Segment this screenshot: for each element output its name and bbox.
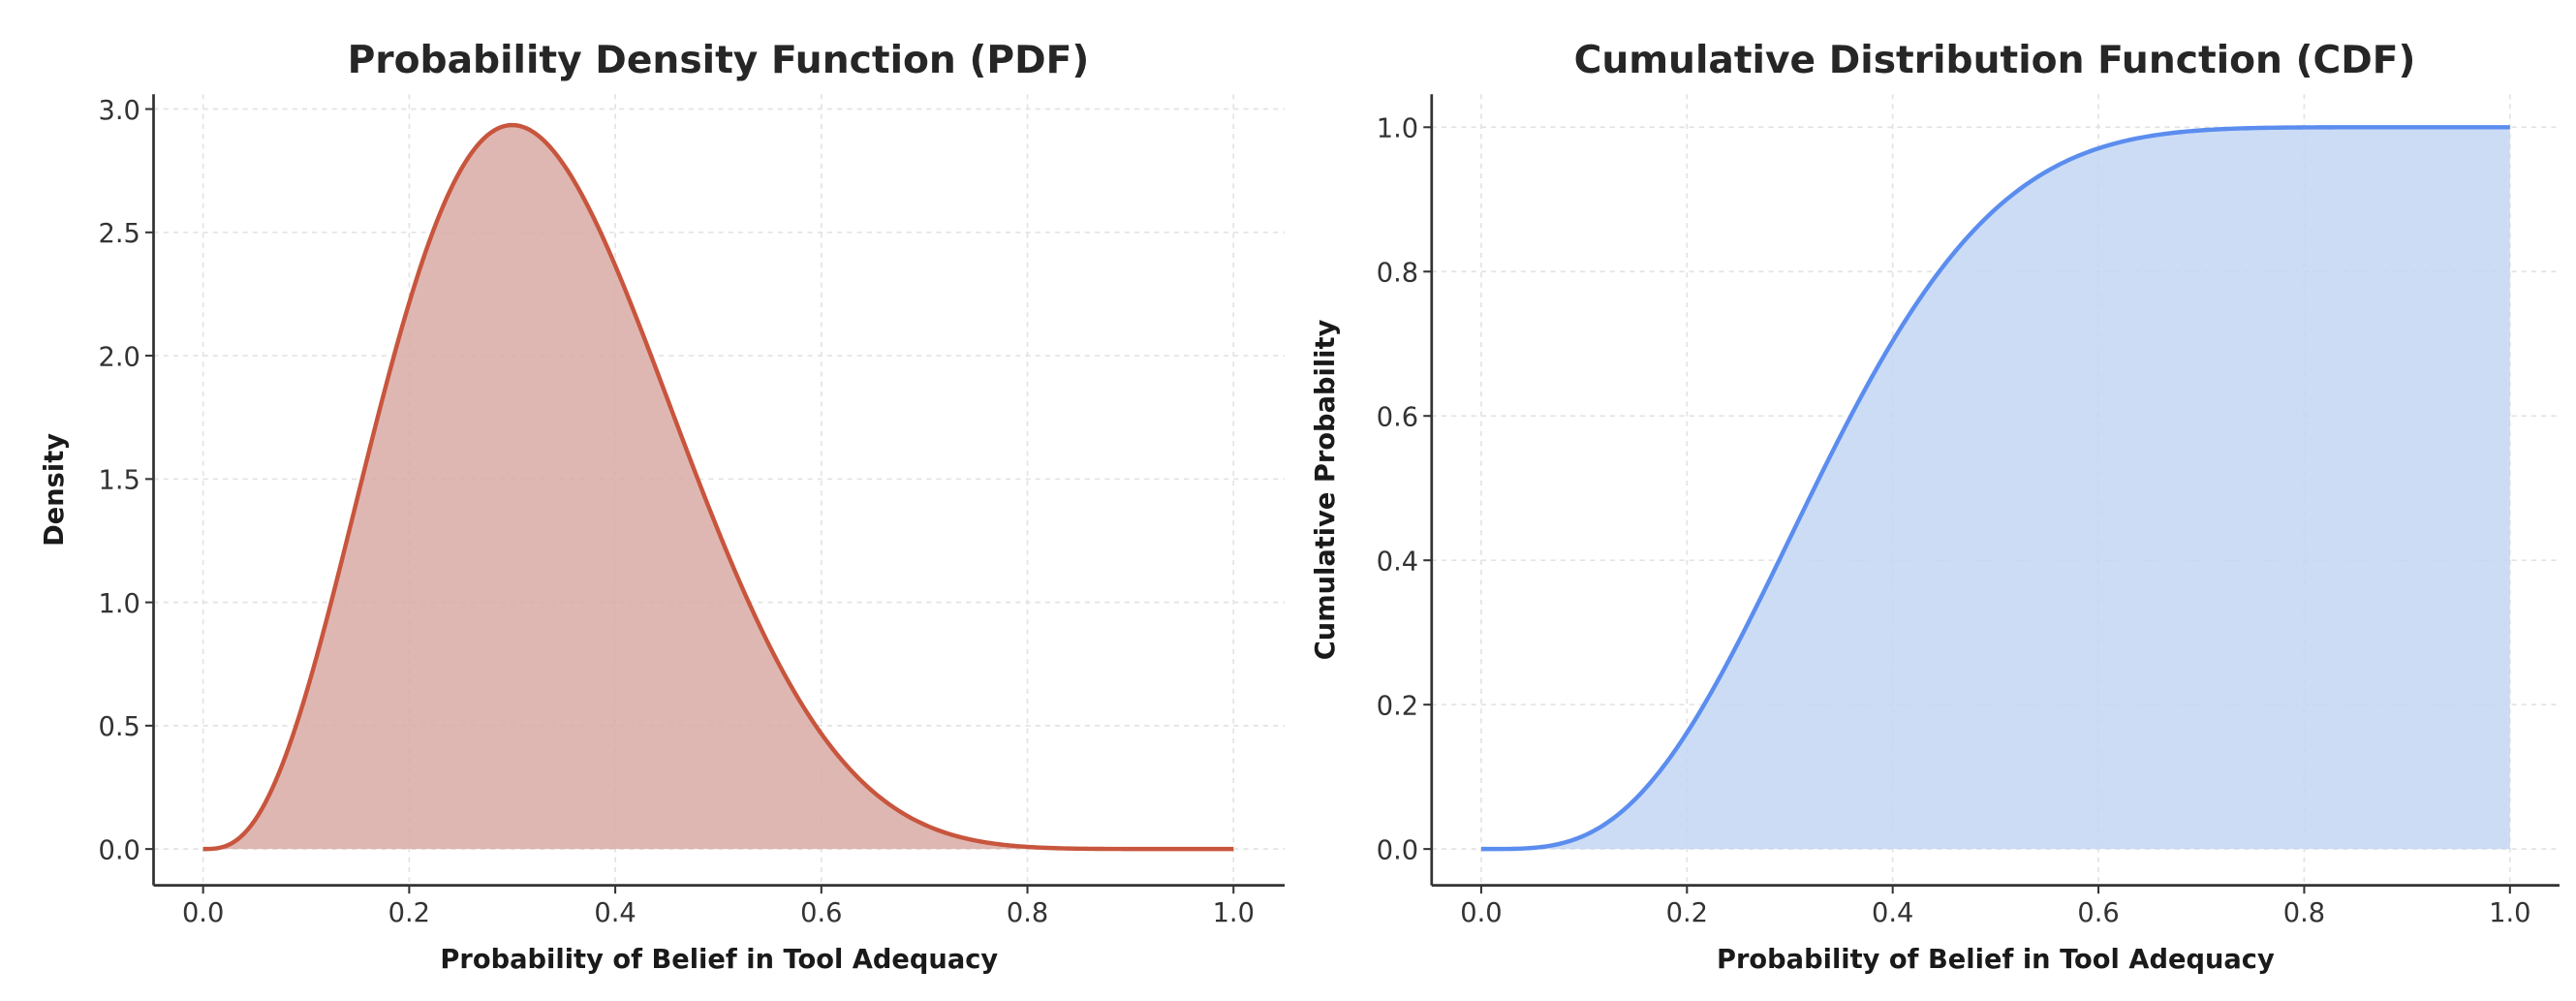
chart-title: Cumulative Distribution Function (CDF) xyxy=(1574,39,2416,82)
y-tick-label: 0.2 xyxy=(1377,691,1418,721)
x-tick-label: 0.8 xyxy=(1007,898,1048,928)
y-tick-label: 2.5 xyxy=(99,219,140,249)
cdf-area-fill xyxy=(1480,127,2510,850)
x-tick-label: 0.8 xyxy=(2283,898,2325,928)
x-tick-label: 0.0 xyxy=(182,898,224,928)
y-tick-label: 0.0 xyxy=(99,835,140,865)
y-tick-label: 0.5 xyxy=(99,712,140,742)
x-axis-label: Probability of Belief in Tool Adequacy xyxy=(440,945,998,975)
y-tick-label: 0.8 xyxy=(1377,258,1418,288)
y-tick-label: 0.6 xyxy=(1377,402,1418,432)
y-tick-label: 0.0 xyxy=(1377,835,1418,865)
chart-title: Probability Density Function (PDF) xyxy=(348,39,1090,82)
y-axis-label: Density xyxy=(40,433,70,547)
cdf-curve-line xyxy=(1480,125,2510,852)
x-axis-label: Probability of Belief in Tool Adequacy xyxy=(1717,945,2275,975)
x-tick-label: 1.0 xyxy=(2489,898,2530,928)
x-tick-label: 0.6 xyxy=(2077,898,2119,928)
x-tick-label: 0.4 xyxy=(1872,898,1913,928)
y-tick-label: 0.4 xyxy=(1377,547,1418,577)
y-tick-label: 2.0 xyxy=(99,342,140,372)
x-tick-label: 1.0 xyxy=(1213,898,1255,928)
cdf-panel: 0.0 0.2 0.4 0.6 0.8 1.0 0.0 0.2 0.4 0.6 0.8 1.0 Cumu… xyxy=(1311,39,2560,975)
x-tick-label: 0.0 xyxy=(1460,898,1502,928)
y-axis-label: Cumulative Probability xyxy=(1311,319,1341,660)
x-tick-label: 0.4 xyxy=(594,898,636,928)
x-tick-label: 0.2 xyxy=(1666,898,1708,928)
pdf-area-fill xyxy=(202,125,1234,850)
y-tick-label: 1.0 xyxy=(99,589,140,619)
y-tick-label: 1.5 xyxy=(99,466,140,496)
x-tick-label: 0.2 xyxy=(388,898,430,928)
pdf-panel: 0.0 0.2 0.4 0.6 0.8 1.0 0.0 0.5 1.0 1.5 2.0 2.5 3.0 P… xyxy=(40,39,1286,975)
y-tick-label: 1.0 xyxy=(1377,114,1418,144)
y-tick-label: 3.0 xyxy=(99,96,140,126)
x-tick-label: 0.6 xyxy=(800,898,842,928)
